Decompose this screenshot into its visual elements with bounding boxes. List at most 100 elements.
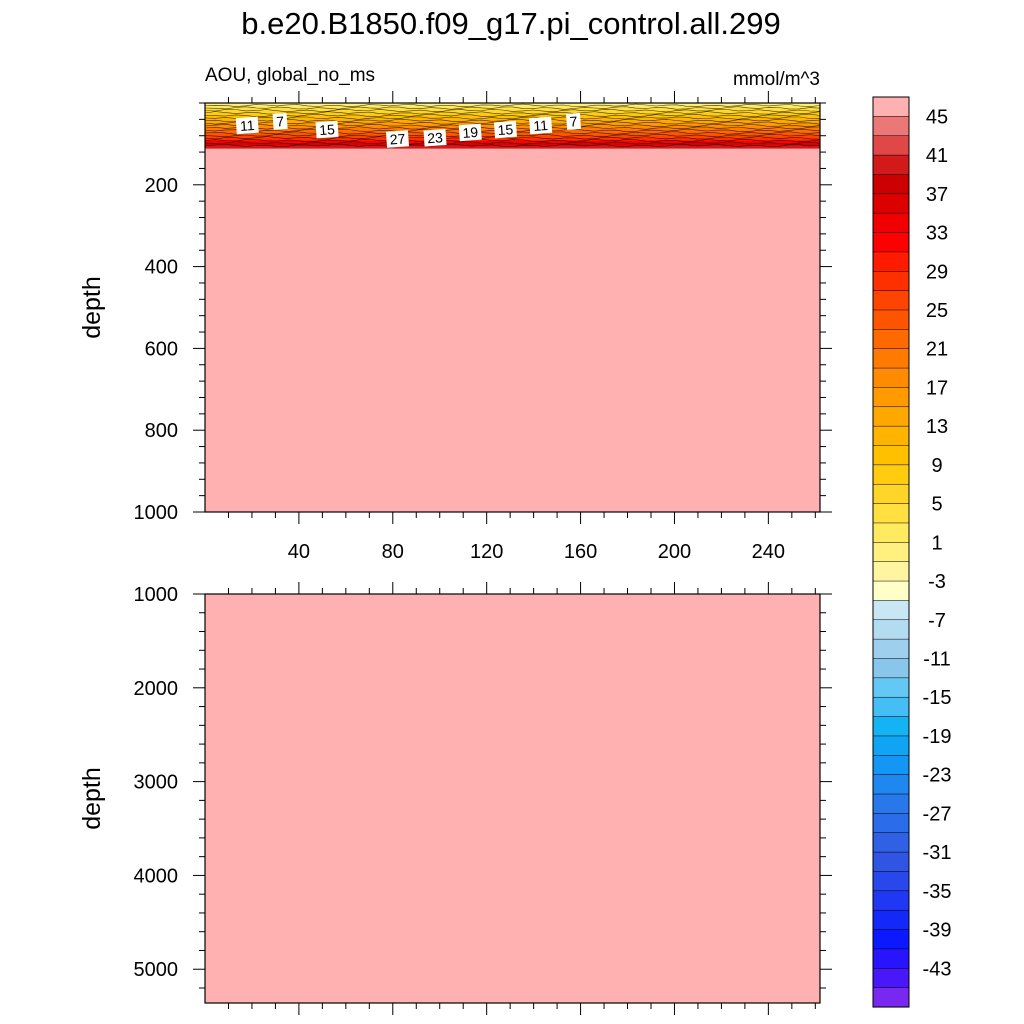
- colorbar-label: -3: [928, 571, 946, 593]
- colorbar-swatch: [872, 716, 910, 737]
- contour-label-bg: [315, 120, 339, 139]
- contour-label: 15: [493, 120, 517, 139]
- colorbar-swatch: [872, 387, 910, 408]
- contour-label-text: 15: [319, 121, 336, 138]
- colorbar-label: -7: [928, 610, 946, 632]
- contour-label: 11: [529, 116, 553, 135]
- contour-label-bg: [235, 116, 259, 135]
- x-tick-label: 120: [470, 541, 503, 563]
- colorbar-swatch: [872, 406, 910, 427]
- colorbar-label: -11: [923, 648, 950, 670]
- colorbar-label: -31: [923, 842, 952, 864]
- colorbar-swatch: [872, 851, 910, 873]
- colorbar-swatch: [872, 813, 910, 834]
- contour-line: [204, 143, 821, 148]
- contour-band: [205, 112, 820, 117]
- contour-label-bg: [272, 112, 288, 130]
- contour-line: [204, 138, 821, 143]
- chart-title: b.e20.B1850.f09_g17.pi_control.all.299: [241, 6, 781, 41]
- colorbar-swatch: [872, 483, 910, 505]
- contour-band: [205, 103, 820, 107]
- y-tick-label: 3000: [134, 772, 179, 794]
- colorbar-label: 9: [931, 455, 942, 477]
- colorbar-swatch: [872, 464, 910, 485]
- contour-label-text: 23: [427, 129, 444, 146]
- colorbar-swatch: [872, 696, 910, 718]
- contour-label-text: 19: [462, 124, 479, 141]
- colorbar-swatch: [872, 600, 910, 621]
- colorbar-swatch: [872, 561, 910, 582]
- contour-label-text: 11: [239, 117, 255, 134]
- colorbar-label: 13: [926, 416, 948, 438]
- y-tick-label: 800: [145, 420, 178, 442]
- colorbar-label: -15: [923, 687, 952, 709]
- colorbar: 45 41 37 33 29 25 21 17 13 9 5 1 -3 -7 -11 -15 -19 -23 -27…: [872, 96, 952, 1008]
- contour-band: [205, 107, 820, 112]
- colorbar-swatch: [872, 367, 910, 388]
- colorbar-swatch: [872, 580, 910, 601]
- colorbar-swatch: [872, 232, 910, 253]
- colorbar-swatch: [872, 329, 910, 350]
- colorbar-swatch: [872, 425, 910, 447]
- contour-label-bg: [458, 123, 482, 142]
- colorbar-swatch: [872, 445, 910, 466]
- colorbar-swatch: [872, 309, 910, 330]
- colorbar-frame: [872, 96, 910, 1008]
- x-tick-label: 240: [752, 541, 785, 563]
- colorbar-label: 45: [926, 106, 948, 128]
- chart-subtitle-units: mmol/m^3: [733, 69, 820, 90]
- x-tick-label: 40: [288, 541, 310, 563]
- colorbar-swatch: [872, 755, 910, 776]
- colorbar-label: 41: [926, 145, 948, 167]
- contour-label-bg: [529, 116, 553, 135]
- y-tick-label: 4000: [134, 865, 179, 887]
- field-fill: [205, 103, 820, 512]
- contour-label-text: 15: [497, 121, 514, 138]
- contour-band: [205, 145, 820, 149]
- y-tick-label: 600: [145, 338, 178, 360]
- colorbar-swatch: [872, 135, 910, 156]
- contour-line: [204, 108, 821, 113]
- contour-label-text: 7: [569, 113, 578, 130]
- colorbar-label: 1: [931, 532, 942, 554]
- colorbar-label: 37: [926, 184, 948, 206]
- contour-label: 23: [423, 129, 447, 147]
- panel-frame: [204, 593, 821, 1004]
- x-tick-label: 160: [564, 541, 597, 563]
- contour-label: 7: [565, 112, 582, 130]
- y-tick-label: 2000: [134, 678, 179, 700]
- y-axis-label: depth: [78, 276, 106, 339]
- colorbar-swatch: [872, 96, 910, 117]
- colorbar-swatch: [872, 929, 910, 950]
- chart-subtitle-variable: AOU, global_no_ms: [205, 65, 375, 86]
- contour-label: 27: [385, 130, 410, 148]
- contour-band: [205, 142, 820, 147]
- y-tick-label: 400: [145, 257, 178, 279]
- x-tick-label: 80: [382, 541, 404, 563]
- contour-label-bg: [565, 112, 582, 130]
- panel-frame: [204, 102, 821, 513]
- contour-line: [204, 111, 821, 115]
- field-fill: [205, 594, 820, 1003]
- colorbar-label: -23: [923, 765, 952, 787]
- contour-band: [205, 115, 820, 119]
- colorbar-swatch: [872, 968, 910, 989]
- colorbar-swatch: [872, 174, 910, 195]
- lower-panel: 1000 2000 3000 4000 5000 depth: [78, 582, 832, 1015]
- contour-line: [204, 118, 821, 123]
- colorbar-label: 29: [926, 261, 948, 283]
- colorbar-swatch: [872, 871, 910, 892]
- contour-line: [204, 141, 821, 145]
- colorbar-label: 21: [926, 339, 948, 361]
- colorbar-swatch: [872, 116, 910, 137]
- contour-label: 7: [272, 112, 288, 130]
- contour-line: [204, 136, 821, 140]
- contour-label-text: 7: [276, 113, 285, 130]
- y-tick-label: 1000: [134, 502, 179, 524]
- contour-label-bg: [423, 129, 447, 147]
- colorbar-swatch: [872, 522, 910, 543]
- colorbar-swatch: [872, 542, 910, 563]
- colorbar-label: -27: [923, 803, 952, 825]
- contour-label: 15: [315, 120, 339, 139]
